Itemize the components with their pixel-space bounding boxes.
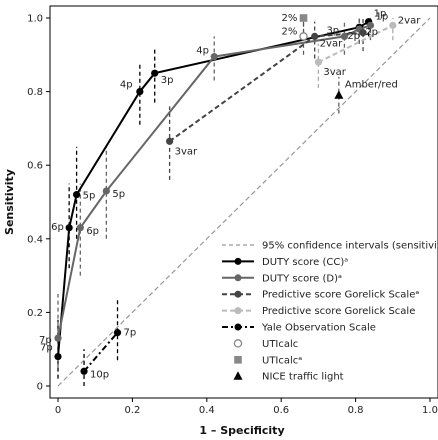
legend-item: Yale Observation Scale: [222, 323, 376, 334]
point-label: 5p: [83, 191, 96, 202]
data-point: [299, 14, 308, 22]
point-label: 2var: [398, 15, 421, 26]
data-point: [73, 191, 81, 199]
plot-frame: [49, 5, 438, 399]
data-point: [311, 32, 319, 41]
legend-marker: [234, 274, 242, 282]
point-label: 3var: [323, 67, 346, 78]
legend-label: DUTY score (D)ᵃ: [262, 273, 342, 284]
x-tick-label: 0.4: [199, 405, 215, 416]
legend-marker: [233, 371, 243, 380]
point-label: 10p: [90, 369, 109, 380]
legend-item: UTIcalc: [233, 339, 298, 350]
data-point: [299, 32, 308, 41]
point-label: 2%: [282, 13, 298, 24]
point-label: 2p: [347, 31, 360, 42]
legend-label: UTIcalc: [262, 339, 298, 350]
point-label: 7p: [39, 335, 52, 346]
data-point: [340, 32, 349, 41]
data-point: [334, 90, 344, 99]
legend-item: Predictive score Gorelick Scaleᵃ: [222, 290, 419, 301]
y-tick-label: 0.6: [27, 161, 43, 172]
y-tick-label: 0.4: [27, 234, 43, 245]
legend-marker: [233, 339, 243, 348]
reference-diagonal: [57, 17, 431, 387]
x-axis-title: 1 – Specificity: [199, 424, 284, 437]
point-label: 2var: [320, 38, 343, 49]
data-point: [359, 29, 367, 37]
legend-label: Predictive score Gorelick Scaleᵃ: [262, 290, 419, 301]
legend-label: UTIcalcᵃ: [262, 355, 302, 366]
data-point: [65, 224, 73, 232]
point-label: 1p: [375, 11, 388, 22]
data-point: [54, 352, 62, 361]
y-tick-label: 1.0: [27, 14, 43, 25]
data-point: [54, 334, 62, 342]
y-axis-title: Sensitivity: [3, 169, 16, 235]
data-point: [102, 187, 110, 195]
data-point: [210, 53, 218, 61]
legend-label: 95% confidence intervals (sensitivity): [262, 241, 438, 252]
y-tick-label: 0.8: [27, 87, 43, 98]
point-label: 5p: [112, 189, 125, 200]
point-label: 4p: [120, 80, 133, 91]
legend-item: 95% confidence intervals (sensitivity): [222, 241, 438, 252]
data-point: [76, 224, 84, 232]
legend-marker: [234, 290, 242, 298]
x-tick-label: 0.8: [348, 405, 364, 416]
legend-marker: [234, 257, 242, 265]
point-label: 2%: [282, 26, 298, 37]
legend-marker: [234, 307, 242, 315]
point-label: 2p: [365, 27, 378, 38]
data-point: [389, 21, 397, 29]
x-tick-label: 1.0: [422, 405, 438, 416]
legend-marker: [234, 323, 242, 331]
data-point: [136, 88, 144, 96]
legend-item: Predictive score Gorelick Scale: [222, 306, 415, 317]
point-label: 1p: [374, 9, 387, 20]
legend: 95% confidence intervals (sensitivity) DU…: [222, 241, 438, 383]
point-label: 3p: [326, 25, 339, 36]
legend-item: DUTY score (CC)ᵃ: [222, 257, 348, 268]
legend-label: DUTY score (CC)ᵃ: [262, 257, 348, 268]
x-tick-label: 0: [55, 405, 61, 416]
data-point: [366, 21, 375, 29]
data-point: [151, 69, 159, 77]
data-point: [166, 137, 174, 145]
legend-label: Yale Observation Scale: [261, 323, 376, 334]
data-point: [314, 58, 322, 66]
legend-marker: [234, 356, 242, 364]
point-label: 3p: [161, 75, 174, 86]
legend-item: DUTY score (D)ᵃ: [222, 273, 342, 284]
point-label: 4p: [196, 46, 209, 57]
x-tick-label: 0.2: [124, 405, 140, 416]
point-label: 7p: [40, 343, 53, 354]
y-tick-label: 0: [37, 382, 43, 393]
legend-label: NICE traffic light: [262, 372, 344, 383]
series-line: [317, 24, 394, 64]
data-point: [113, 329, 122, 337]
point-label: 6p: [86, 226, 99, 237]
series-line: [83, 331, 119, 372]
data-point: [80, 367, 88, 375]
point-label: Amber/red: [345, 79, 398, 90]
point-label: 6p: [51, 222, 64, 233]
legend-item: UTIcalcᵃ: [234, 355, 302, 366]
point-label: 3var: [175, 146, 198, 157]
point-label: 7p: [124, 328, 137, 339]
legend-item: NICE traffic light: [233, 371, 344, 383]
x-tick-label: 0.6: [273, 405, 289, 416]
y-tick-label: 0.2: [27, 308, 43, 319]
legend-label: Predictive score Gorelick Scale: [262, 306, 415, 317]
